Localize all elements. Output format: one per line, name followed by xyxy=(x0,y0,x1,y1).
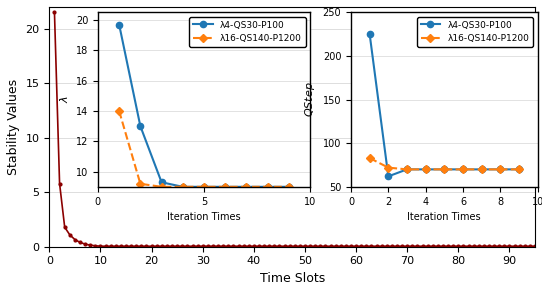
Y-axis label: $QStep$: $QStep$ xyxy=(303,82,317,117)
VQ$_x$ xyxy=(409,244,416,248)
λ4-QS30-P100 xyxy=(158,180,165,184)
λ4-QS30-P100 xyxy=(460,168,466,171)
λ16-QS140-P1200 xyxy=(116,109,122,113)
λ4-QS30-P100 xyxy=(137,124,144,128)
VQ$_x$ xyxy=(72,238,78,241)
λ4-QS30-P100 xyxy=(404,168,410,171)
VQ$_x$ xyxy=(143,244,150,248)
λ16-QS140-P1200 xyxy=(137,182,144,185)
Line: λ16-QS140-P1200: λ16-QS140-P1200 xyxy=(366,155,522,173)
VQ$_x$ xyxy=(102,244,109,248)
Y-axis label: Stability Values: Stability Values xyxy=(7,79,20,175)
VQ$_x$ xyxy=(393,244,400,248)
λ16-QS140-P1200 xyxy=(264,185,271,189)
λ4-QS30-P100 xyxy=(515,168,522,171)
VQ$_x$ xyxy=(532,244,538,248)
λ4-QS30-P100 xyxy=(497,168,504,171)
λ16-QS140-P1200 xyxy=(497,168,504,171)
λ16-QS140-P1200 xyxy=(441,168,448,171)
λ16-QS140-P1200 xyxy=(201,185,207,189)
λ16-QS140-P1200 xyxy=(243,185,250,189)
λ4-QS30-P100 xyxy=(222,185,229,189)
VQ$_x$ xyxy=(384,244,390,248)
Line: λ4-QS30-P100: λ4-QS30-P100 xyxy=(366,31,522,180)
Line: λ4-QS30-P100: λ4-QS30-P100 xyxy=(116,21,292,190)
λ16-QS140-P1200 xyxy=(385,166,391,169)
X-axis label: Iteration Times: Iteration Times xyxy=(167,212,241,222)
λ4-QS30-P100 xyxy=(366,32,373,36)
Line: VQ$_x$: VQ$_x$ xyxy=(53,11,537,248)
X-axis label: Time Slots: Time Slots xyxy=(260,272,325,285)
λ16-QS140-P1200 xyxy=(158,185,165,189)
λ4-QS30-P100 xyxy=(441,168,448,171)
λ16-QS140-P1200 xyxy=(404,168,410,171)
λ4-QS30-P100 xyxy=(422,168,429,171)
λ4-QS30-P100 xyxy=(264,185,271,189)
λ4-QS30-P100 xyxy=(179,185,186,189)
λ16-QS140-P1200 xyxy=(179,185,186,189)
Y-axis label: λ: λ xyxy=(60,96,70,103)
VQ$_x$ xyxy=(414,244,421,248)
λ4-QS30-P100 xyxy=(286,185,292,189)
Legend: VQ$_x$: VQ$_x$ xyxy=(464,13,530,37)
λ16-QS140-P1200 xyxy=(366,156,373,160)
λ4-QS30-P100 xyxy=(243,185,250,189)
λ16-QS140-P1200 xyxy=(222,185,229,189)
λ4-QS30-P100 xyxy=(385,175,391,178)
λ4-QS30-P100 xyxy=(201,185,207,189)
λ4-QS30-P100 xyxy=(479,168,485,171)
λ16-QS140-P1200 xyxy=(515,168,522,171)
Legend: λ4-QS30-P100, λ16-QS140-P1200: λ4-QS30-P100, λ16-QS140-P1200 xyxy=(189,17,306,47)
λ16-QS140-P1200 xyxy=(460,168,466,171)
λ16-QS140-P1200 xyxy=(479,168,485,171)
Legend: λ4-QS30-P100, λ16-QS140-P1200: λ4-QS30-P100, λ16-QS140-P1200 xyxy=(417,17,533,47)
Line: λ16-QS140-P1200: λ16-QS140-P1200 xyxy=(116,108,292,190)
λ16-QS140-P1200 xyxy=(286,185,292,189)
X-axis label: Iteration Times: Iteration Times xyxy=(408,212,481,222)
λ4-QS30-P100 xyxy=(116,23,122,26)
VQ$_x$ xyxy=(51,11,57,14)
λ16-QS140-P1200 xyxy=(422,168,429,171)
